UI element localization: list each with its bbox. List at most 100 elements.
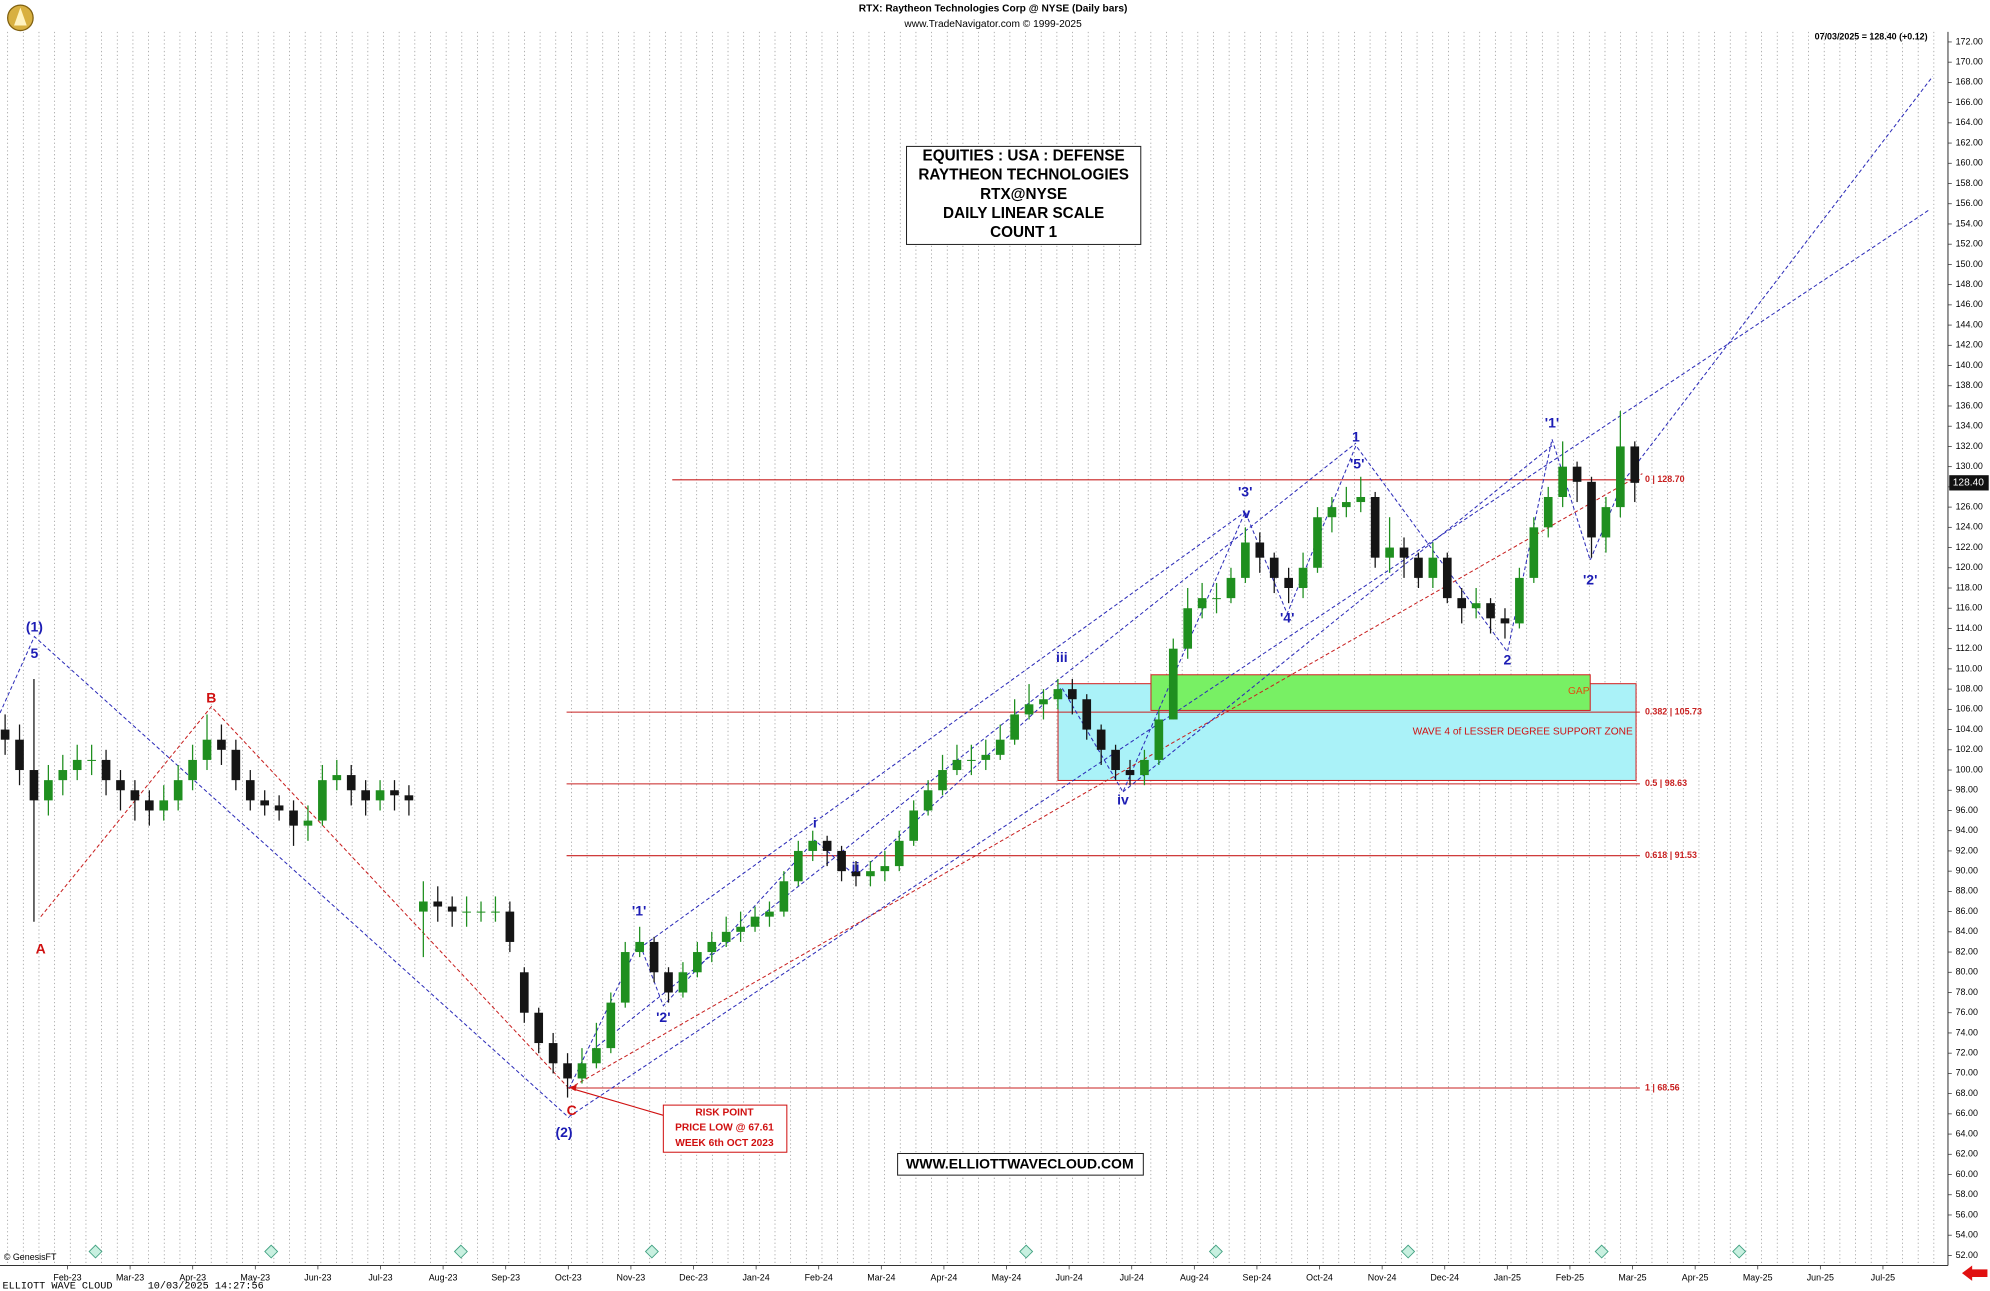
y-tick-label: 118.00 bbox=[1956, 582, 1983, 592]
x-tick-label: Jan-25 bbox=[1494, 1273, 1521, 1283]
y-tick-label: 64.00 bbox=[1956, 1128, 1978, 1138]
x-tick-label: Oct-23 bbox=[555, 1273, 582, 1283]
wave-label: '4' bbox=[1280, 609, 1294, 625]
candle-body bbox=[721, 931, 731, 942]
x-tick-label: Jul-24 bbox=[1120, 1273, 1144, 1283]
y-tick-label: 122.00 bbox=[1956, 542, 1983, 552]
event-marker bbox=[1208, 1244, 1223, 1259]
event-marker bbox=[1019, 1244, 1034, 1259]
y-tick-label: 92.00 bbox=[1956, 845, 1978, 855]
candle-body bbox=[505, 911, 515, 942]
y-tick-label: 102.00 bbox=[1956, 744, 1983, 754]
wave-label: '2' bbox=[656, 1009, 670, 1025]
y-tick-label: 72.00 bbox=[1956, 1048, 1978, 1058]
y-tick-label: 138.00 bbox=[1956, 380, 1983, 390]
candle-body bbox=[1226, 577, 1236, 599]
candle-body bbox=[1616, 446, 1625, 508]
candle-body bbox=[822, 840, 832, 851]
candle-body bbox=[808, 840, 818, 851]
grid bbox=[7, 31, 1935, 1266]
fib-label: 0.618 | 91.53 bbox=[1645, 850, 1697, 860]
wave-line bbox=[40, 705, 570, 1089]
y-tick-label: 112.00 bbox=[1956, 643, 1983, 653]
candle-body bbox=[217, 739, 226, 750]
fib-label: 1 | 68.56 bbox=[1645, 1082, 1680, 1092]
candle-body bbox=[1212, 598, 1221, 600]
candle-body bbox=[130, 790, 140, 801]
candle-body bbox=[952, 759, 962, 771]
candle-body bbox=[260, 800, 270, 806]
y-tick-label: 78.00 bbox=[1956, 987, 1978, 997]
y-tick-label: 156.00 bbox=[1956, 198, 1983, 208]
candle-body bbox=[1111, 749, 1120, 771]
fib-label: 0.5 | 98.63 bbox=[1645, 778, 1687, 788]
candle-body bbox=[87, 759, 96, 761]
candle-body bbox=[1342, 502, 1351, 508]
candle-body bbox=[1313, 517, 1322, 568]
y-tick-label: 54.00 bbox=[1956, 1230, 1978, 1240]
candle-body bbox=[1543, 496, 1553, 528]
candles bbox=[0, 411, 1640, 1098]
candle-body bbox=[1500, 618, 1510, 624]
x-tick-label: Sep-24 bbox=[1243, 1273, 1272, 1283]
candle-body bbox=[1558, 466, 1567, 497]
wave-label: (2) bbox=[555, 1124, 572, 1140]
x-tick-label: May-23 bbox=[240, 1273, 270, 1283]
risk-arrowhead bbox=[569, 1084, 577, 1092]
y-tick-label: 58.00 bbox=[1956, 1189, 1978, 1199]
fib-levels: 0 | 128.70 0.382 | 105.73 0.5 | 98.63 0.618… bbox=[566, 474, 1702, 1092]
x-tick-label: Dec-24 bbox=[1430, 1273, 1459, 1283]
y-tick-label: 84.00 bbox=[1956, 926, 1978, 936]
event-marker bbox=[1732, 1244, 1747, 1259]
y-tick-label: 164.00 bbox=[1956, 117, 1983, 127]
candle-body bbox=[1010, 714, 1019, 740]
last-price-label: 128.40 bbox=[1953, 478, 1984, 489]
risk-line: RISK POINT bbox=[695, 1107, 754, 1118]
candle-body bbox=[1096, 729, 1106, 750]
candle-body bbox=[1241, 542, 1250, 578]
y-tick-label: 74.00 bbox=[1956, 1027, 1978, 1037]
info-line: RAYTHEON TECHNOLOGIES bbox=[918, 167, 1129, 184]
channel-line bbox=[1122, 445, 1553, 793]
event-markers bbox=[88, 1244, 1747, 1259]
candle-body bbox=[938, 770, 947, 791]
y-tick-label: 60.00 bbox=[1956, 1169, 1978, 1179]
candle-body bbox=[303, 820, 313, 826]
x-tick-label: Nov-24 bbox=[1368, 1273, 1397, 1283]
y-tick-label: 130.00 bbox=[1956, 461, 1983, 471]
chart-title: RTX: Raytheon Technologies Corp @ NYSE (… bbox=[859, 4, 1128, 15]
wave-label: A bbox=[36, 940, 46, 956]
channel-line bbox=[568, 209, 1930, 1117]
y-tick-label: 90.00 bbox=[1956, 866, 1978, 876]
y-tick-label: 124.00 bbox=[1956, 522, 1983, 532]
candle-body bbox=[1327, 507, 1337, 518]
y-tick-label: 134.00 bbox=[1956, 421, 1983, 431]
gap-label: GAP bbox=[1568, 686, 1590, 697]
y-tick-label: 168.00 bbox=[1956, 77, 1983, 87]
last-price-box bbox=[1949, 475, 1989, 491]
y-tick-label: 158.00 bbox=[1956, 178, 1983, 188]
candle-body bbox=[491, 911, 500, 913]
y-axis-ticks: 52.00 54.00 56.00 58.00 60.00 62.00 64.00 66.00… bbox=[1947, 36, 1983, 1260]
y-tick-label: 88.00 bbox=[1956, 886, 1978, 896]
x-tick-label: Mar-23 bbox=[116, 1273, 144, 1283]
candle-body bbox=[462, 911, 471, 913]
y-tick-label: 142.00 bbox=[1956, 340, 1983, 350]
candle-body bbox=[346, 775, 356, 791]
candle-body bbox=[765, 911, 774, 917]
x-tick-label: Nov-23 bbox=[617, 1273, 646, 1283]
candle-body bbox=[736, 926, 745, 932]
x-tick-label: Feb-24 bbox=[805, 1273, 833, 1283]
y-tick-label: 160.00 bbox=[1956, 158, 1983, 168]
candle-body bbox=[1154, 719, 1164, 760]
y-tick-label: 152.00 bbox=[1956, 239, 1983, 249]
y-tick-label: 172.00 bbox=[1956, 36, 1983, 46]
x-tick-label: Oct-24 bbox=[1306, 1273, 1333, 1283]
candle-body bbox=[592, 1048, 601, 1064]
candle-body bbox=[548, 1043, 558, 1064]
candle-body bbox=[1356, 496, 1366, 503]
y-tick-label: 94.00 bbox=[1956, 825, 1978, 835]
candle-body bbox=[245, 780, 255, 801]
candle-body bbox=[1298, 567, 1308, 589]
risk-box bbox=[662, 1104, 788, 1153]
